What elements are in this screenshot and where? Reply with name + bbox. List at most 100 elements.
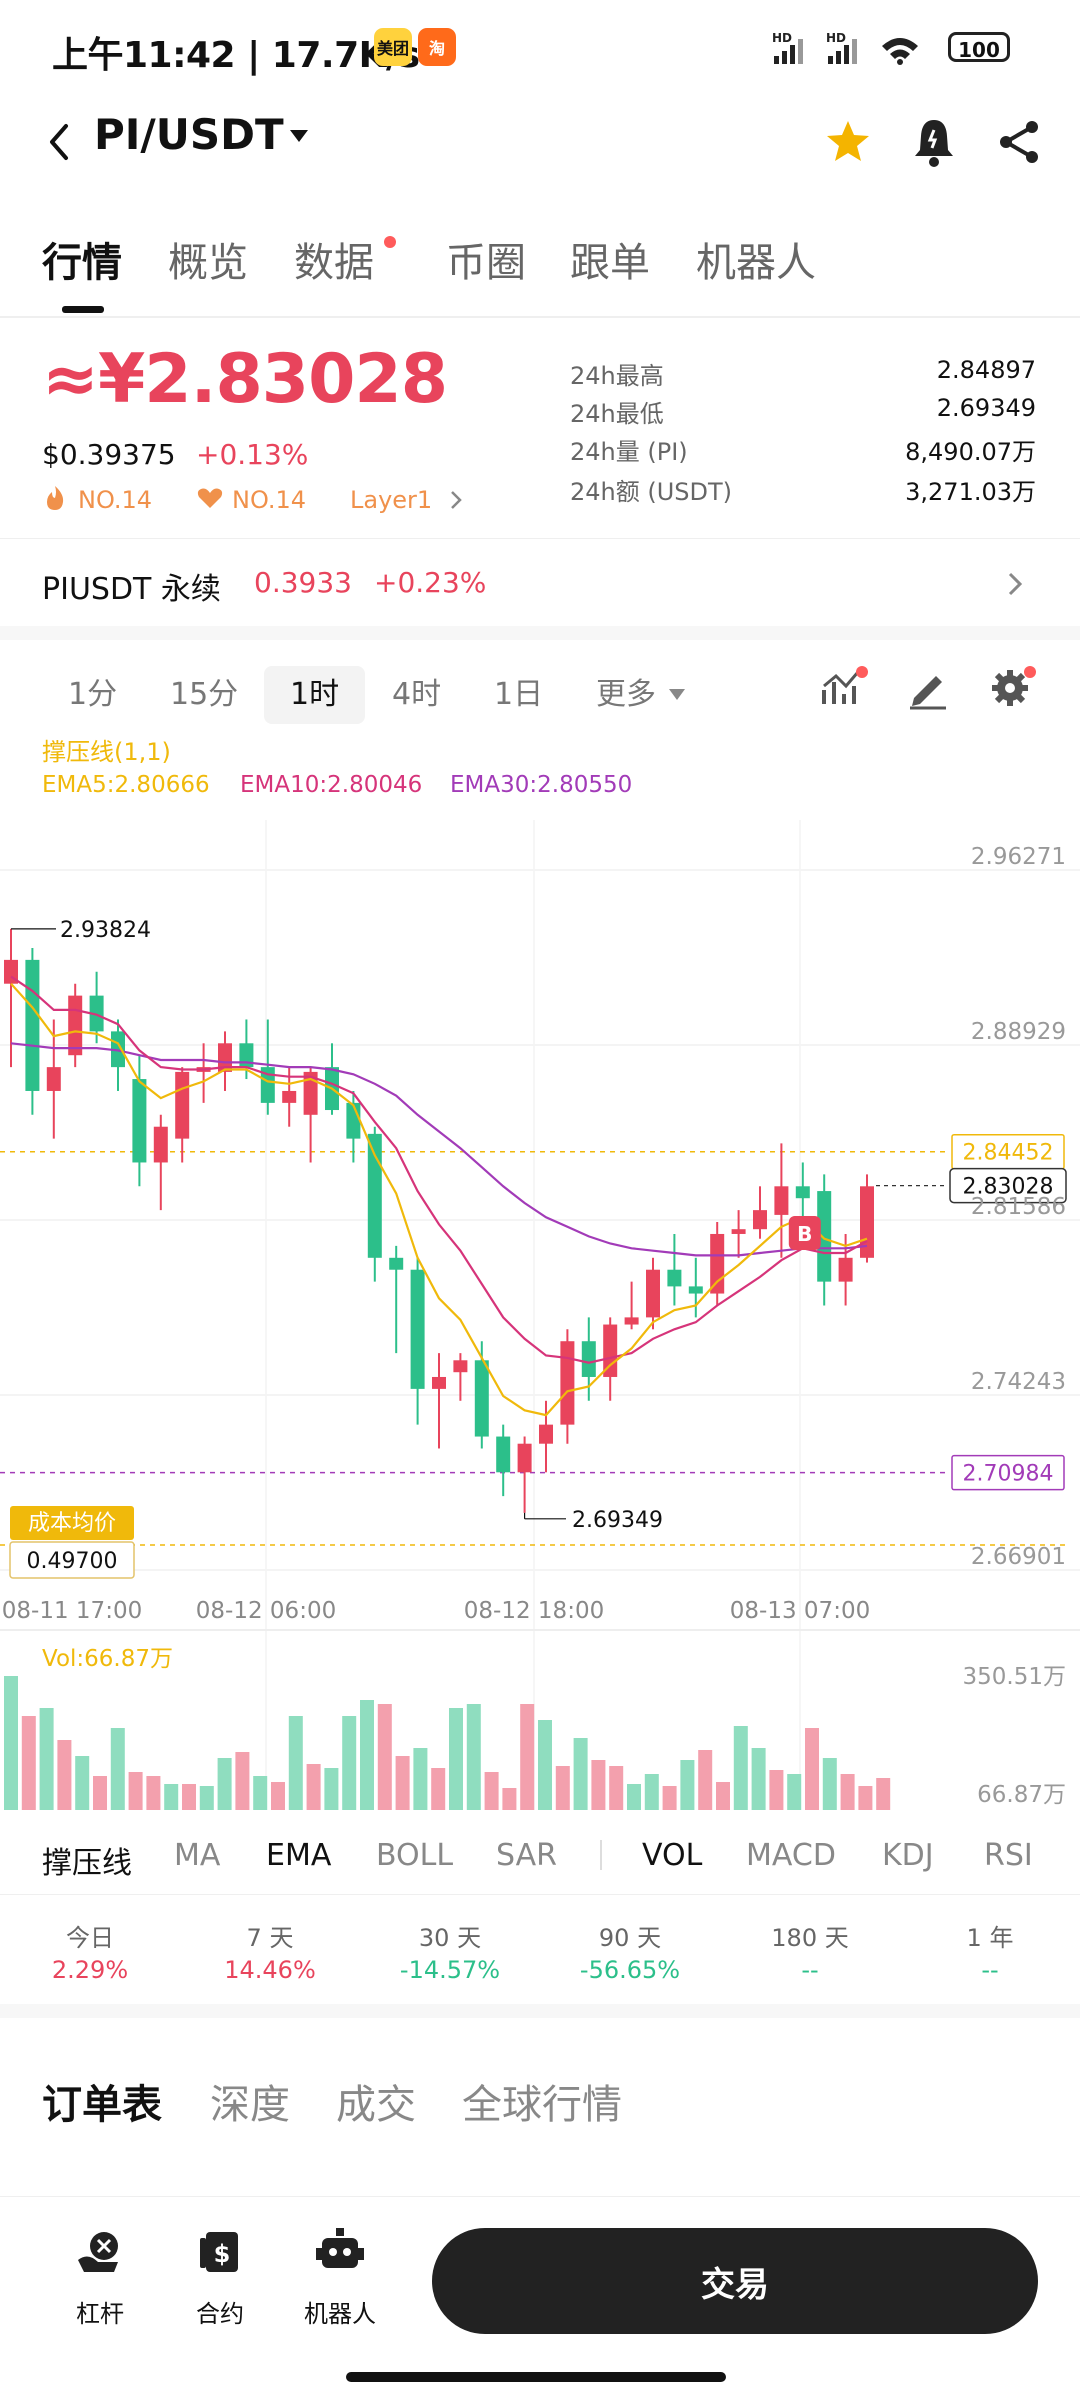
support-label: 2.70984 xyxy=(963,1462,1054,1487)
tab-data[interactable]: 数据 xyxy=(294,240,374,286)
candle-body xyxy=(410,1269,425,1389)
tab-depth[interactable]: 深度 xyxy=(210,2082,290,2128)
legend-ema30: EMA30:2.80550 xyxy=(450,772,632,798)
dropdown-triangle-icon[interactable] xyxy=(288,128,310,144)
tab-community[interactable]: 币圈 xyxy=(446,240,526,286)
interval-1h[interactable]: 1时 xyxy=(264,666,366,724)
interval-1d[interactable]: 1日 xyxy=(494,677,544,712)
buy-marker-label: B xyxy=(797,1222,812,1246)
share-icon[interactable] xyxy=(996,118,1044,166)
candle-body xyxy=(218,1043,232,1072)
leverage-button[interactable]: 杠杆 xyxy=(50,2226,150,2329)
volume-bar xyxy=(395,1756,410,1810)
interval-4h[interactable]: 4时 xyxy=(392,677,442,712)
indicator-tab-support[interactable]: 撑压线 xyxy=(42,1846,132,1881)
back-icon[interactable] xyxy=(44,122,74,162)
volume-bar xyxy=(146,1776,161,1810)
perpetual-name: PIUSDT 永续 xyxy=(42,572,221,607)
volume-bar xyxy=(182,1784,196,1810)
volume-bar xyxy=(591,1760,606,1810)
indicator-tab-ema[interactable]: EMA xyxy=(266,1838,332,1873)
volume-bar xyxy=(128,1772,143,1810)
volume-bar xyxy=(431,1768,446,1810)
tab-copytrade[interactable]: 跟单 xyxy=(570,240,650,286)
tab-global-market[interactable]: 全球行情 xyxy=(462,2082,622,2128)
ema5-line xyxy=(10,982,868,1417)
volume-tick-label: 350.51万 xyxy=(963,1664,1066,1690)
volume-bar xyxy=(769,1770,784,1810)
perf-label-90d: 90 天 xyxy=(598,1924,662,1952)
perf-label-today: 今日 xyxy=(66,1924,114,1952)
cost-value-box xyxy=(9,1541,135,1579)
volume-bar xyxy=(271,1782,285,1810)
stat-turnover-value: 3,271.03万 xyxy=(905,478,1036,506)
volume-bar xyxy=(57,1740,72,1810)
indicator-icon[interactable] xyxy=(820,664,870,710)
interval-more[interactable]: 更多 xyxy=(596,677,656,712)
trade-button[interactable]: 交易 xyxy=(432,2228,1038,2334)
volume-tick-label: 66.87万 xyxy=(977,1782,1066,1808)
stat-volume-label: 24h量 (PI) xyxy=(570,438,688,466)
indicator-tab-ma[interactable]: MA xyxy=(174,1838,221,1873)
tab-bots[interactable]: 机器人 xyxy=(696,240,816,286)
robot-button[interactable]: 机器人 xyxy=(290,2226,390,2329)
indicator-tab-boll[interactable]: BOLL xyxy=(376,1838,454,1873)
volume-bar xyxy=(751,1748,766,1810)
candle-body xyxy=(346,1102,361,1139)
cost-label: 成本均价 xyxy=(28,1511,116,1536)
kline-chart[interactable]: 撑压线(1,1) EMA5:2.80666 EMA10:2.80046 EMA30:2… xyxy=(0,730,1080,1810)
perf-label-30d: 30 天 xyxy=(418,1924,482,1952)
tab-underline xyxy=(62,306,104,313)
tab-overview[interactable]: 概览 xyxy=(168,240,248,286)
heart-icon xyxy=(197,488,223,508)
perpetual-row[interactable]: PIUSDT 永续 0.3933 +0.23% xyxy=(0,540,1080,626)
contract-button[interactable]: $ 合约 xyxy=(170,2226,270,2329)
perf-value-today: 2.29% xyxy=(51,1956,129,1984)
tab-orderbook[interactable]: 订单表 xyxy=(42,2082,162,2128)
bell-icon[interactable] xyxy=(910,116,958,168)
robot-label: 机器人 xyxy=(304,2300,376,2328)
candle-body xyxy=(496,1436,511,1473)
volume-bar xyxy=(75,1756,90,1810)
pair-title[interactable]: PI/USDT xyxy=(94,110,284,159)
indicator-tab-rsi[interactable]: RSI xyxy=(984,1838,1033,1873)
candle-body xyxy=(838,1257,853,1282)
settings-gear-icon[interactable] xyxy=(988,664,1038,710)
category-tag[interactable]: Layer1 xyxy=(350,486,433,514)
stat-volume-value: 8,490.07万 xyxy=(905,438,1036,466)
rank-hot[interactable]: NO.14 xyxy=(78,486,153,514)
volume-bar xyxy=(662,1786,677,1810)
volume-bar xyxy=(787,1774,802,1810)
indicator-tab-macd[interactable]: MACD xyxy=(746,1838,836,1873)
rank-fav[interactable]: NO.14 xyxy=(232,486,307,514)
draw-pencil-icon[interactable] xyxy=(906,666,950,710)
interval-15m[interactable]: 15分 xyxy=(170,677,239,712)
interval-1m[interactable]: 1分 xyxy=(68,677,118,712)
tab-market[interactable]: 行情 xyxy=(42,240,122,286)
candle-body xyxy=(688,1286,703,1294)
leverage-icon xyxy=(78,2232,118,2272)
legend-ema10: EMA10:2.80046 xyxy=(240,772,422,798)
perf-label-180d: 180 天 xyxy=(771,1924,849,1952)
indicator-tab-sar[interactable]: SAR xyxy=(496,1838,557,1873)
indicator-tab-vol[interactable]: VOL xyxy=(642,1838,703,1873)
y-tick-label: 2.66901 xyxy=(971,1544,1066,1570)
svg-text:$: $ xyxy=(214,2240,231,2268)
perpetual-price: 0.3933 xyxy=(254,566,352,599)
status-time: 上午11:42 | 17.7K/s xyxy=(52,35,420,76)
perf-label-1y: 1 年 xyxy=(966,1924,1014,1952)
indicator-tab-kdj[interactable]: KDJ xyxy=(882,1838,934,1873)
tab-trades[interactable]: 成交 xyxy=(336,2082,416,2128)
contract-label: 合约 xyxy=(196,2300,244,2328)
volume-bar xyxy=(324,1768,339,1810)
stat-low-label: 24h最低 xyxy=(570,400,664,428)
candle-body xyxy=(474,1360,489,1437)
chevron-right-icon[interactable] xyxy=(448,488,464,512)
volume-bar xyxy=(288,1716,303,1810)
ema30-line xyxy=(10,1042,868,1257)
candle-body xyxy=(646,1269,660,1318)
volume-bar xyxy=(805,1728,819,1810)
star-icon[interactable] xyxy=(824,118,872,166)
volume-bar xyxy=(627,1784,641,1810)
fire-icon xyxy=(47,486,64,510)
